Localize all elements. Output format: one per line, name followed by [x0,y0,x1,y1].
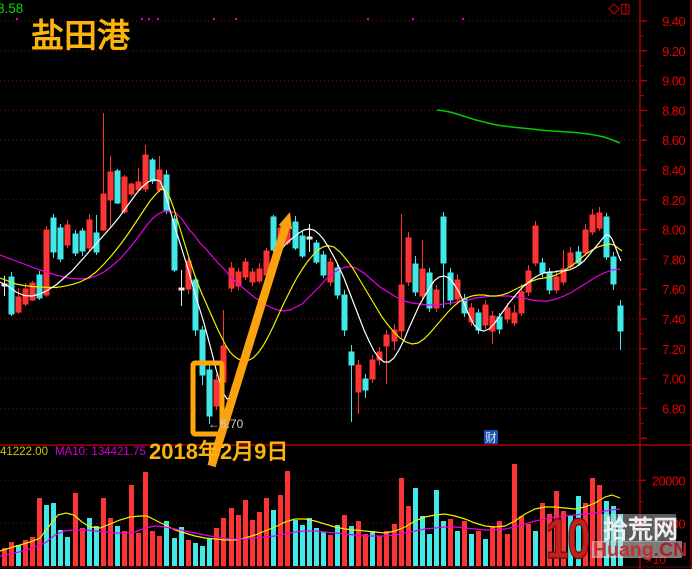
svg-text:10000: 10000 [652,516,686,531]
svg-text:8.58: 8.58 [0,1,23,16]
svg-text:8.20: 8.20 [662,193,685,208]
svg-text:6.80: 6.80 [662,401,685,416]
svg-text:7.60: 7.60 [662,282,685,297]
svg-text:9.40: 9.40 [662,14,685,29]
svg-text:盐田港: 盐田港 [31,17,131,54]
svg-text:财: 财 [485,431,497,445]
svg-text:7.20: 7.20 [662,342,685,357]
svg-text:Huang.CN: Huang.CN [593,539,687,561]
svg-text:9.00: 9.00 [662,74,685,89]
svg-text:拾荒网: 拾荒网 [603,516,678,544]
svg-text:20000: 20000 [652,473,686,488]
svg-text:8.40: 8.40 [662,163,685,178]
svg-text:2018年2月9日: 2018年2月9日 [149,439,288,464]
svg-text:7.40: 7.40 [662,312,685,327]
svg-text:10: 10 [546,506,589,569]
svg-text:9.20: 9.20 [662,44,685,59]
svg-text:7.80: 7.80 [662,252,685,267]
svg-text:←6.70: ←6.70 [208,417,244,431]
svg-text:8.00: 8.00 [662,223,685,238]
svg-text:7.00: 7.00 [662,372,685,387]
svg-text:8.60: 8.60 [662,133,685,148]
svg-text:MA10: 134421.75: MA10: 134421.75 [55,446,146,458]
svg-text:41222.00: 41222.00 [0,446,48,458]
svg-text:8.80: 8.80 [662,103,685,118]
